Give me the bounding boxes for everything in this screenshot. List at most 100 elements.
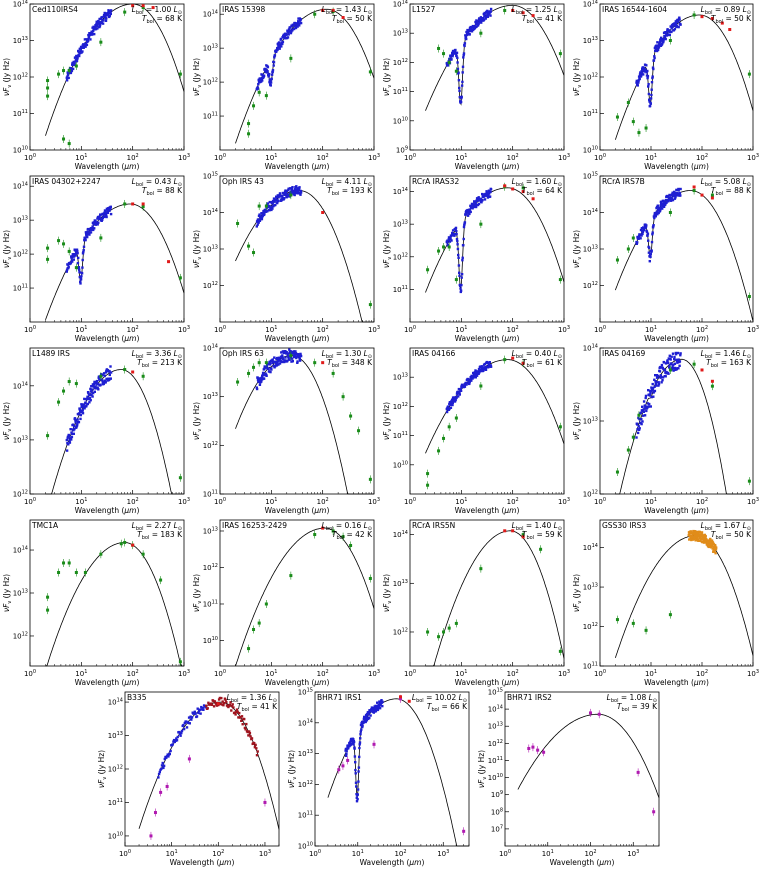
spectrum-point	[92, 228, 95, 232]
model-curve	[235, 527, 375, 667]
source-name: RCrA IRS5N	[412, 521, 455, 530]
spectrum-point	[292, 352, 295, 355]
spectrum-point	[162, 764, 166, 767]
spectrum-point	[262, 74, 266, 77]
spectrum-point	[349, 743, 352, 747]
y-tick-label: 1014	[203, 344, 218, 353]
x-axis-label: Wavelength (μm)	[644, 678, 709, 687]
spectrum-point	[89, 38, 92, 41]
spectrum-point	[648, 104, 652, 108]
y-tick-label: 1012	[203, 281, 218, 290]
spectrum-point	[165, 755, 169, 758]
x-tick-label: 101	[75, 153, 87, 162]
spectrum-point	[658, 42, 661, 45]
spectrum-point	[93, 222, 96, 225]
spectrum-point	[645, 409, 648, 413]
spectrum-point	[65, 268, 69, 271]
spectrum-point	[662, 40, 665, 43]
phot-point	[692, 13, 696, 17]
spectrum-point	[277, 44, 280, 47]
spectrum-point	[349, 740, 352, 743]
x-axis-label: Wavelength (μm)	[644, 506, 709, 515]
spectrum-point	[689, 531, 693, 535]
phot-point	[442, 630, 446, 634]
spectrum-point	[279, 355, 283, 358]
spectrum-point	[254, 743, 257, 747]
spectrum-point	[663, 368, 667, 372]
spectrum-point	[711, 543, 714, 546]
phot-point	[747, 479, 751, 483]
spectrum-point	[678, 364, 681, 367]
spectrum-point	[649, 391, 652, 395]
spectrum-point	[641, 420, 644, 423]
spectrum-point	[714, 548, 718, 551]
spectrum-point	[668, 33, 671, 37]
spectrum-point	[469, 210, 472, 214]
phot-point	[178, 660, 182, 664]
spectrum-point	[475, 25, 478, 28]
tbol-label: Tbol = 163 K	[706, 358, 752, 369]
spectrum-point	[261, 211, 265, 215]
tbol-label: Tbol = 88 K	[711, 186, 752, 197]
spectrum-point	[297, 17, 300, 20]
x-tick-label: 101	[166, 849, 178, 858]
spectrum-point	[486, 191, 489, 194]
spectrum-point	[74, 250, 78, 253]
spectrum-point	[182, 723, 185, 727]
spectrum-point	[354, 772, 357, 775]
spectrum-point	[222, 704, 225, 707]
x-tick-label: 102	[507, 497, 519, 506]
spectrum-point	[670, 367, 674, 370]
spectrum-point	[241, 723, 244, 726]
spectrum-point	[97, 22, 100, 25]
phot-point	[67, 142, 71, 146]
spectrum-point	[344, 754, 348, 757]
y-tick-label: 1011	[203, 112, 218, 121]
x-tick-label: 102	[317, 497, 329, 506]
spectrum-point	[480, 21, 483, 24]
spectrum-point	[659, 38, 662, 41]
spectrum-point	[668, 364, 671, 367]
spectrum-point	[489, 188, 493, 191]
spectrum-point	[92, 29, 95, 32]
spectrum-point	[98, 378, 101, 381]
spectrum-point	[679, 23, 682, 26]
spectrum-point	[273, 366, 276, 369]
herschel-point	[341, 16, 345, 20]
phot-point	[615, 618, 619, 622]
phot-point	[247, 647, 251, 651]
spectrum-point	[456, 67, 460, 71]
sed-plot: 100 101 102 10310101011101210131014Waveleng…	[97, 691, 280, 867]
spectrum-point	[651, 386, 655, 390]
phot-point	[536, 748, 540, 752]
spectrum-point	[447, 244, 450, 247]
phot-point	[631, 621, 635, 625]
x-tick-label: 101	[265, 153, 277, 162]
spectrum-point	[639, 411, 643, 414]
phot-point	[531, 745, 535, 749]
spectrum-point	[278, 46, 281, 49]
spectrum-point	[174, 739, 177, 742]
spectrum-point	[273, 54, 277, 57]
spectrum-point	[220, 703, 224, 706]
phot-point	[67, 69, 71, 73]
spectrum-point	[462, 53, 465, 57]
spectrum-point	[489, 365, 493, 368]
spectrum-point	[674, 368, 677, 371]
spectrum-point	[662, 205, 666, 208]
spectrum-point	[474, 22, 478, 26]
y-tick-label: 1010	[488, 773, 503, 782]
spectrum-point	[270, 368, 273, 371]
herschel-point	[692, 185, 696, 189]
spectrum-point	[271, 70, 274, 74]
spectrum-point	[457, 387, 461, 391]
y-tick-label: 1012	[583, 490, 598, 499]
spectrum-point	[271, 69, 275, 72]
spectrum-point	[91, 225, 94, 228]
spectrum-point	[345, 753, 348, 756]
x-axis-label: Wavelength (μm)	[75, 506, 140, 515]
spectrum-point	[651, 233, 654, 236]
spectrum-point	[261, 79, 264, 82]
herschel-point	[710, 196, 714, 200]
